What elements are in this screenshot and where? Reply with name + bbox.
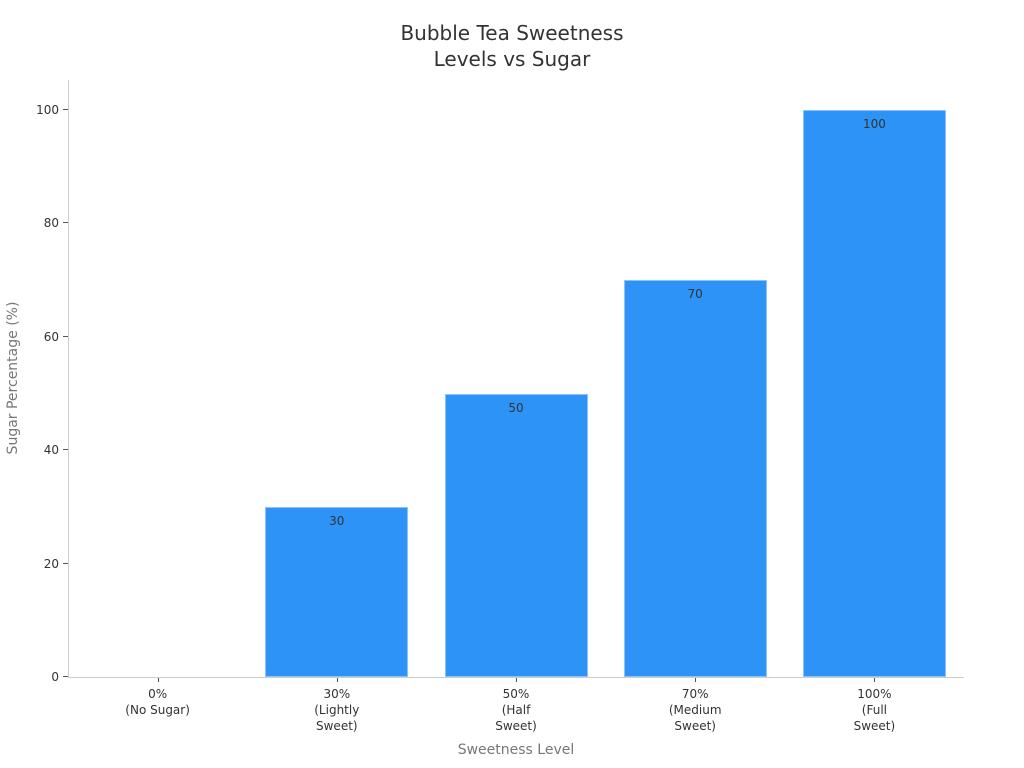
x-tick-label-line: (Lightly — [314, 703, 360, 717]
x-axis-label: Sweetness Level — [457, 742, 575, 758]
x-tick-label: 50% (Half Sweet) — [446, 686, 586, 734]
y-tick: 40 — [0, 443, 68, 457]
x-tick-label-line: (Half — [501, 703, 531, 717]
x-tick-mark — [874, 677, 876, 682]
y-tick-mark — [63, 676, 68, 677]
x-tick-mark — [695, 677, 697, 682]
x-tick-mark — [157, 677, 159, 682]
x-tick-label-line: (No Sugar) — [125, 703, 190, 717]
bar: 100 — [802, 110, 946, 677]
y-tick-label: 40 — [43, 443, 59, 458]
y-tick: 80 — [0, 216, 68, 230]
bar-value-label: 50 — [508, 400, 524, 415]
y-tick-mark — [63, 335, 68, 337]
x-tick-label: 100% (Full Sweet) — [804, 686, 944, 734]
x-tick-label-line: Sweet) — [853, 719, 896, 733]
y-tick-label: 0 — [51, 670, 59, 684]
x-tick-label-line: Sweet) — [495, 719, 537, 733]
x-tick-label-line: 100% — [857, 687, 892, 701]
chart-title: Bubble Tea Sweetness Levels vs Sugar — [0, 20, 1024, 72]
x-tick-label-line: Sweet) — [316, 719, 358, 733]
chart-title-line-2: Levels vs Sugar — [433, 47, 591, 71]
x-tick-label-line: 30% — [323, 687, 351, 701]
bar-value-label: 30 — [329, 513, 345, 528]
bar-value-label: 70 — [687, 287, 703, 302]
y-tick-label: 100 — [36, 103, 59, 117]
y-tick-label: 80 — [43, 216, 59, 231]
x-tick-label-line: 70% — [681, 687, 709, 701]
y-tick-mark — [63, 449, 68, 451]
x-tick-label-line: 50% — [502, 687, 530, 701]
x-tick-label-line: (Full — [861, 703, 887, 717]
y-tick: 60 — [0, 330, 68, 344]
x-tick-label: 30% (Lightly Sweet) — [267, 686, 407, 734]
x-tick-label-line: 0% — [148, 687, 168, 701]
x-axis-line — [68, 677, 964, 678]
bar-value-label: 100 — [862, 117, 886, 131]
y-tick-mark — [63, 562, 68, 564]
x-tick-mark — [336, 677, 338, 682]
bar: 50 — [444, 393, 588, 677]
y-tick-mark — [63, 109, 68, 110]
x-tick-label-line: Sweet) — [674, 719, 716, 733]
x-tick-label: 70% (Medium Sweet) — [625, 686, 765, 734]
y-tick: 100 — [0, 103, 68, 117]
y-axis-label: Sugar Percentage (%) — [5, 301, 21, 455]
y-tick-mark — [63, 222, 68, 224]
bar: 70 — [623, 280, 767, 677]
y-axis-line — [68, 80, 69, 678]
x-tick-label-line: (Medium — [668, 703, 722, 717]
chart-title-line-1: Bubble Tea Sweetness — [400, 21, 624, 45]
y-tick-label: 60 — [43, 329, 59, 344]
x-tick-label: 0% (No Sugar) — [88, 686, 228, 718]
y-tick: 0 — [0, 670, 68, 684]
y-tick: 20 — [0, 557, 68, 571]
x-tick-mark — [516, 677, 517, 682]
y-tick-label: 20 — [43, 556, 59, 571]
bar: 30 — [265, 506, 409, 677]
